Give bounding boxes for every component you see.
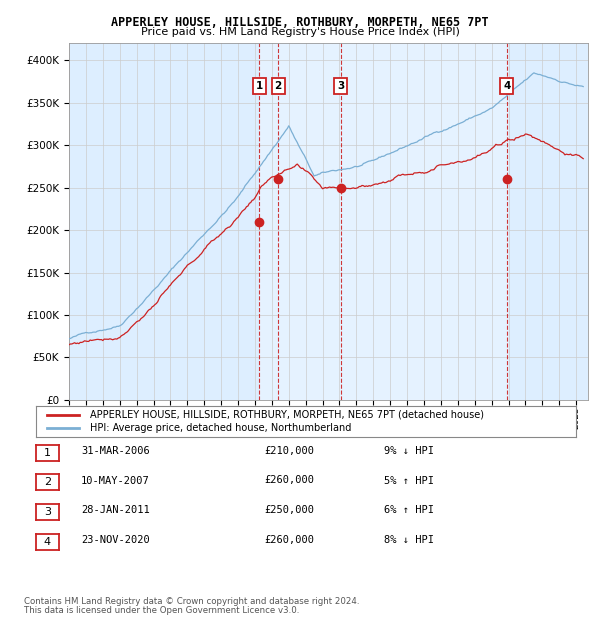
Text: 28-JAN-2011: 28-JAN-2011 [81,505,150,515]
Text: 8% ↓ HPI: 8% ↓ HPI [384,535,434,545]
Text: 2: 2 [274,81,282,91]
Text: 4: 4 [503,81,511,91]
Text: Price paid vs. HM Land Registry's House Price Index (HPI): Price paid vs. HM Land Registry's House … [140,27,460,37]
Text: Contains HM Land Registry data © Crown copyright and database right 2024.: Contains HM Land Registry data © Crown c… [24,597,359,606]
Text: HPI: Average price, detached house, Northumberland: HPI: Average price, detached house, Nort… [90,423,352,433]
Text: 3: 3 [337,81,344,91]
Text: 6% ↑ HPI: 6% ↑ HPI [384,505,434,515]
Text: 4: 4 [44,537,51,547]
Text: £250,000: £250,000 [264,505,314,515]
Text: APPERLEY HOUSE, HILLSIDE, ROTHBURY, MORPETH, NE65 7PT: APPERLEY HOUSE, HILLSIDE, ROTHBURY, MORP… [111,16,489,29]
Text: £260,000: £260,000 [264,535,314,545]
Text: 1: 1 [256,81,263,91]
Text: 1: 1 [44,448,51,458]
Text: 23-NOV-2020: 23-NOV-2020 [81,535,150,545]
Bar [259,43,507,400]
Text: APPERLEY HOUSE, HILLSIDE, ROTHBURY, MORPETH, NE65 7PT (detached house): APPERLEY HOUSE, HILLSIDE, ROTHBURY, MORP… [90,410,484,420]
Text: 10-MAY-2007: 10-MAY-2007 [81,476,150,485]
Text: 2: 2 [44,477,51,487]
Text: £210,000: £210,000 [264,446,314,456]
Text: 3: 3 [44,507,51,517]
Text: 5% ↑ HPI: 5% ↑ HPI [384,476,434,485]
Text: £260,000: £260,000 [264,476,314,485]
Text: 9% ↓ HPI: 9% ↓ HPI [384,446,434,456]
Text: This data is licensed under the Open Government Licence v3.0.: This data is licensed under the Open Gov… [24,606,299,615]
Text: 31-MAR-2006: 31-MAR-2006 [81,446,150,456]
